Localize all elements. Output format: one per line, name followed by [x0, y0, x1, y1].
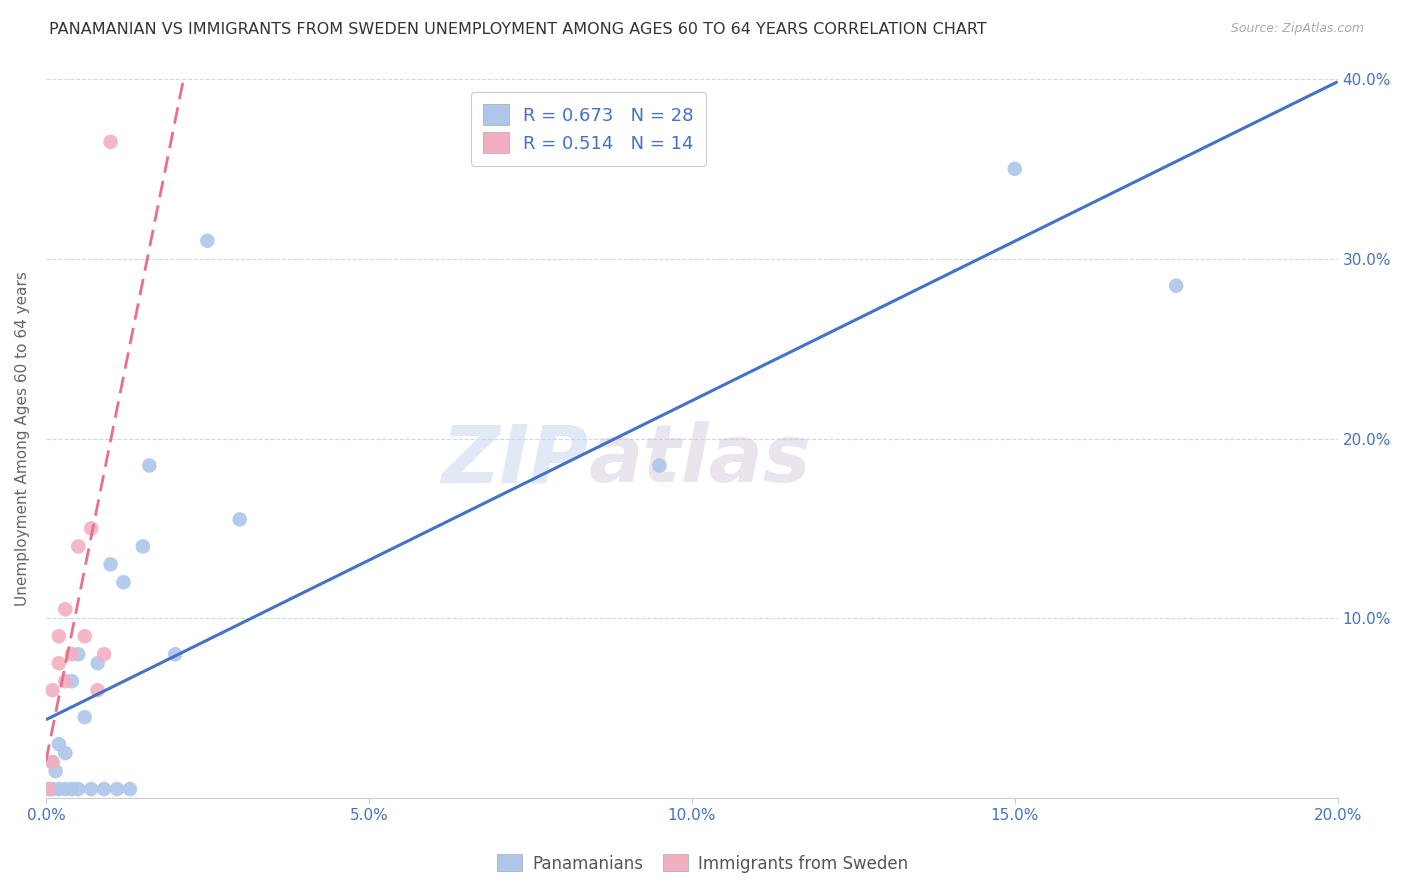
- Point: [138, 458, 160, 473]
- Text: Source: ZipAtlas.com: Source: ZipAtlas.com: [1230, 22, 1364, 36]
- Point: [38, 782, 60, 797]
- Legend: R = 0.673   N = 28, R = 0.514   N = 14: R = 0.673 N = 28, R = 0.514 N = 14: [471, 92, 706, 166]
- Point: [48, 657, 70, 671]
- Text: PANAMANIAN VS IMMIGRANTS FROM SWEDEN UNEMPLOYMENT AMONG AGES 60 TO 64 YEARS CORR: PANAMANIAN VS IMMIGRANTS FROM SWEDEN UNE…: [49, 22, 987, 37]
- Point: [80, 782, 103, 797]
- Point: [648, 458, 671, 473]
- Point: [41, 683, 63, 698]
- Point: [48, 782, 70, 797]
- Point: [86, 683, 108, 698]
- Point: [48, 737, 70, 751]
- Point: [41, 755, 63, 769]
- Point: [132, 540, 155, 554]
- Point: [86, 657, 108, 671]
- Point: [105, 782, 128, 797]
- Point: [228, 512, 250, 526]
- Point: [48, 629, 70, 643]
- Point: [67, 540, 90, 554]
- Point: [197, 234, 219, 248]
- Point: [118, 782, 141, 797]
- Point: [1004, 161, 1026, 176]
- Y-axis label: Unemployment Among Ages 60 to 64 years: Unemployment Among Ages 60 to 64 years: [15, 271, 30, 606]
- Point: [80, 521, 103, 535]
- Point: [60, 647, 83, 661]
- Point: [73, 629, 96, 643]
- Point: [41, 755, 63, 769]
- Point: [53, 602, 76, 616]
- Point: [53, 674, 76, 689]
- Point: [41, 782, 63, 797]
- Point: [67, 782, 90, 797]
- Legend: Panamanians, Immigrants from Sweden: Panamanians, Immigrants from Sweden: [491, 847, 915, 880]
- Point: [53, 746, 76, 760]
- Point: [45, 764, 67, 778]
- Point: [100, 135, 122, 149]
- Text: ZIP: ZIP: [441, 421, 589, 500]
- Point: [112, 575, 135, 590]
- Point: [165, 647, 187, 661]
- Point: [60, 782, 83, 797]
- Point: [60, 674, 83, 689]
- Point: [38, 782, 60, 797]
- Point: [53, 782, 76, 797]
- Point: [1166, 278, 1188, 293]
- Point: [100, 558, 122, 572]
- Point: [93, 647, 115, 661]
- Text: atlas: atlas: [589, 421, 811, 500]
- Point: [93, 782, 115, 797]
- Point: [67, 647, 90, 661]
- Point: [73, 710, 96, 724]
